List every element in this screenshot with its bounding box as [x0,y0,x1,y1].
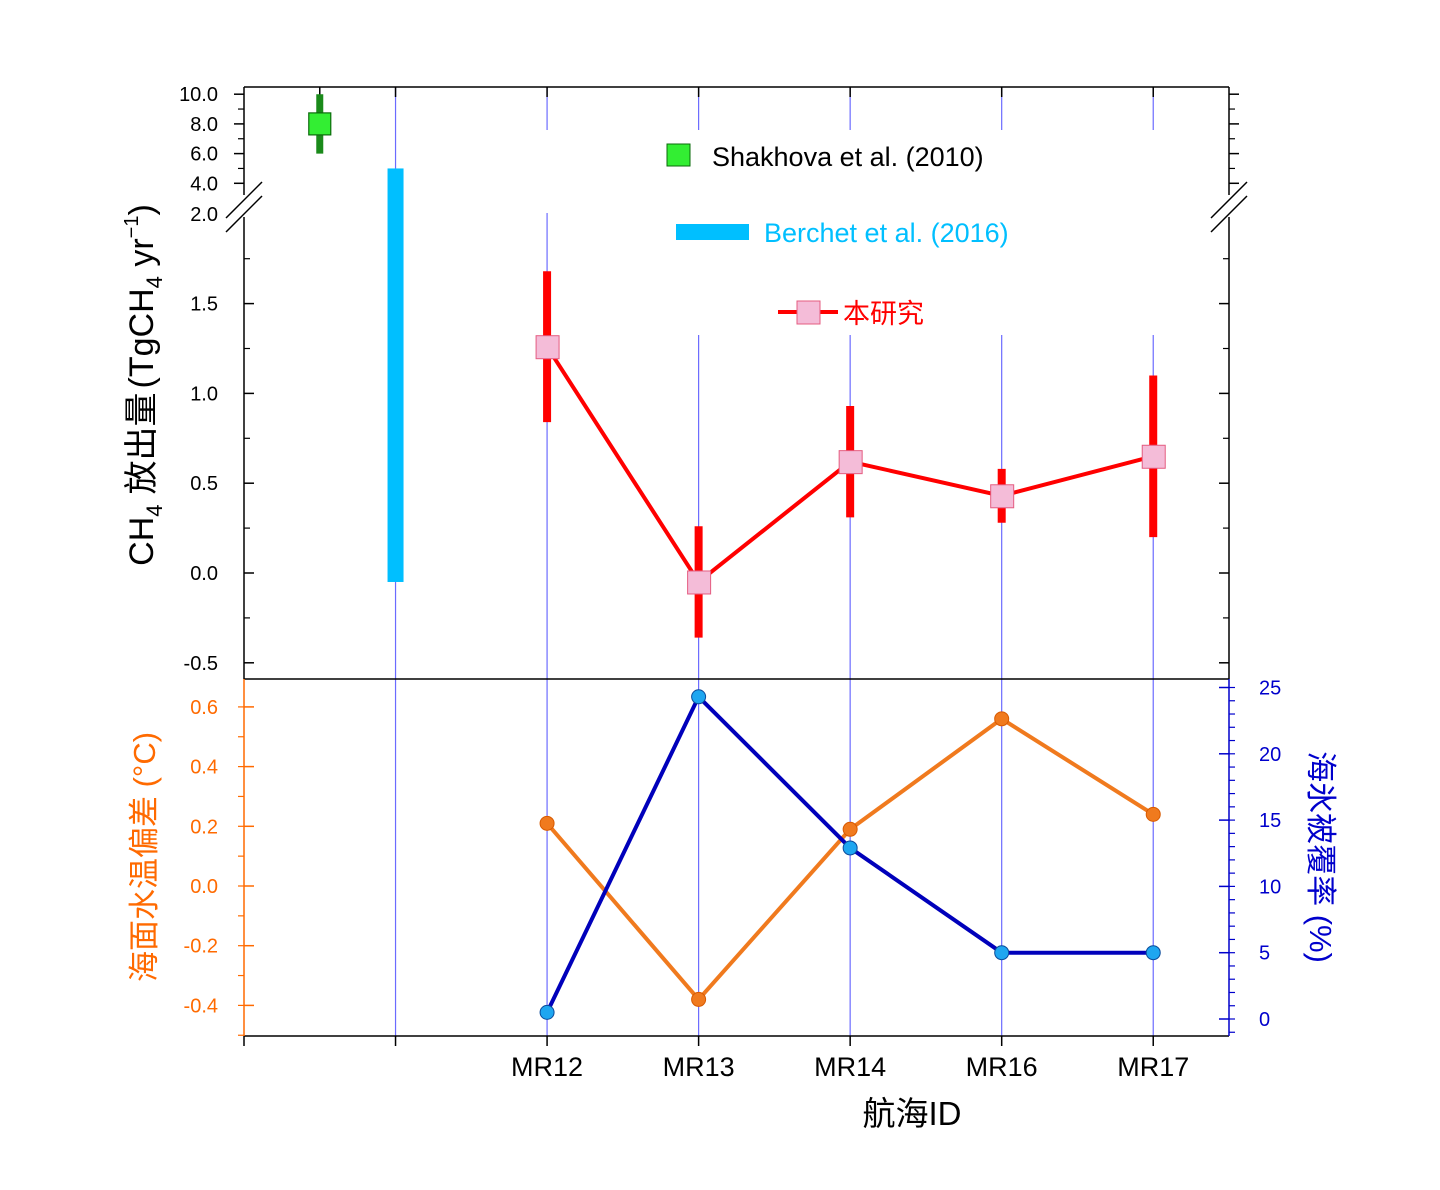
tick-label-top-lower-0: -0.5 [184,653,218,675]
grid-break-mask-0 [544,197,551,213]
axis-tick-labels: -0.5 0.0 0.5 1.0 1.5 2.0 4.0 6.0 8.0 10.0 -0.4 -0.2… [179,84,1281,1082]
study-point-mr16 [990,484,1015,509]
sst-point-mr12 [539,815,555,831]
legend-berchet-swatch [676,224,749,240]
axis-break-mask-right [1209,195,1249,217]
legend-area-mask-mr12 [544,130,551,198]
study-point-mr17 [1141,444,1166,469]
top-y-axis-title: CH4放出量(TgCH4 yr−1) [121,204,167,566]
tick-label-sst-3: 0.2 [190,816,218,838]
legend-shakhova-swatch [666,143,691,167]
tick-label-top-lower-3: 1.0 [190,383,218,405]
tick-label-ice-5: 25 [1259,678,1281,700]
study-point-mr14 [838,450,863,475]
tick-label-sst-0: -0.4 [184,995,218,1017]
berchet-range-bar [387,168,404,582]
x-axis-title: 航海ID [863,1095,962,1132]
axis-break-mark-a-left [225,181,263,219]
tick-label-top-lower-1: 0.0 [190,563,218,585]
legend-shakhova-label: Shakhova et al. (2010) [712,142,984,172]
x-tick-label-mr16: MR16 [966,1052,1038,1082]
axis-titles: CH4放出量(TgCH4 yr−1) 海面水温偏差 (°C) 海氷被覆率 (%)… [121,204,1338,1132]
tick-label-top-lower-4: 1.5 [190,294,218,316]
tick-label-sst-4: 0.4 [190,757,218,779]
tick-label-ice-3: 15 [1259,810,1281,832]
legend-area-mask-2 [998,130,1005,335]
sst-point-mr13 [691,991,707,1007]
tick-label-ice-4: 20 [1259,744,1281,766]
tick-label-sst-2: 0.0 [190,876,218,898]
x-tick-label-mr12: MR12 [511,1052,583,1082]
legend-berchet-label: Berchet et al. (2016) [764,218,1009,248]
sea-ice-axis-title: 海氷被覆率 (%) [1303,751,1338,963]
x-tick-label-mr13: MR13 [663,1052,735,1082]
legend-area-mask-3 [1150,130,1157,335]
study-point-mr13 [687,570,712,595]
plot-frame [224,86,1249,1037]
sea-ice-point-mr16 [994,945,1010,961]
sea-ice-point-mr17 [1145,945,1161,961]
legend-area-mask-1 [847,130,854,335]
sst-point-mr17 [1145,806,1161,822]
tick-label-sst-5: 0.6 [190,697,218,719]
tick-label-top-upper-4: 10.0 [179,84,218,106]
tick-label-top-upper-3: 8.0 [190,114,218,136]
legend-study-marker [796,300,821,325]
tick-label-ice-1: 5 [1259,943,1270,965]
legend: Shakhova et al. (2010) Berchet et al. (2… [666,142,1009,329]
tick-label-top-upper-1: 4.0 [190,173,218,195]
tick-label-top-lower-5: 2.0 [190,204,218,226]
axis-break-mark-a-right [1210,181,1248,219]
axis-break-mark-b-right [1210,195,1248,233]
x-tick-label-mr14: MR14 [814,1052,886,1082]
sea-ice-point-mr12 [539,1004,555,1020]
shakhova-point [308,112,332,136]
tick-label-ice-0: 0 [1259,1009,1270,1031]
x-tick-label-mr17: MR17 [1117,1052,1189,1082]
axis-break-mark-b-left [225,195,263,233]
sst-point-mr14 [842,821,858,837]
data-marks [308,94,1166,1020]
tick-label-ice-2: 10 [1259,876,1281,898]
sst-point-mr16 [994,711,1010,727]
legend-study-label: 本研究 [843,299,924,329]
axis-ticks [234,87,1239,1046]
axis-break-mask-left [224,195,264,217]
sea-ice-point-mr13 [691,689,707,705]
tick-label-sst-1: -0.2 [184,936,218,958]
study-point-mr12 [535,335,560,360]
sst-axis-title: 海面水温偏差 (°C) [127,732,162,982]
sea-ice-point-mr14 [842,840,858,856]
tick-label-top-lower-2: 0.5 [190,473,218,495]
tick-label-top-upper-2: 6.0 [190,144,218,166]
